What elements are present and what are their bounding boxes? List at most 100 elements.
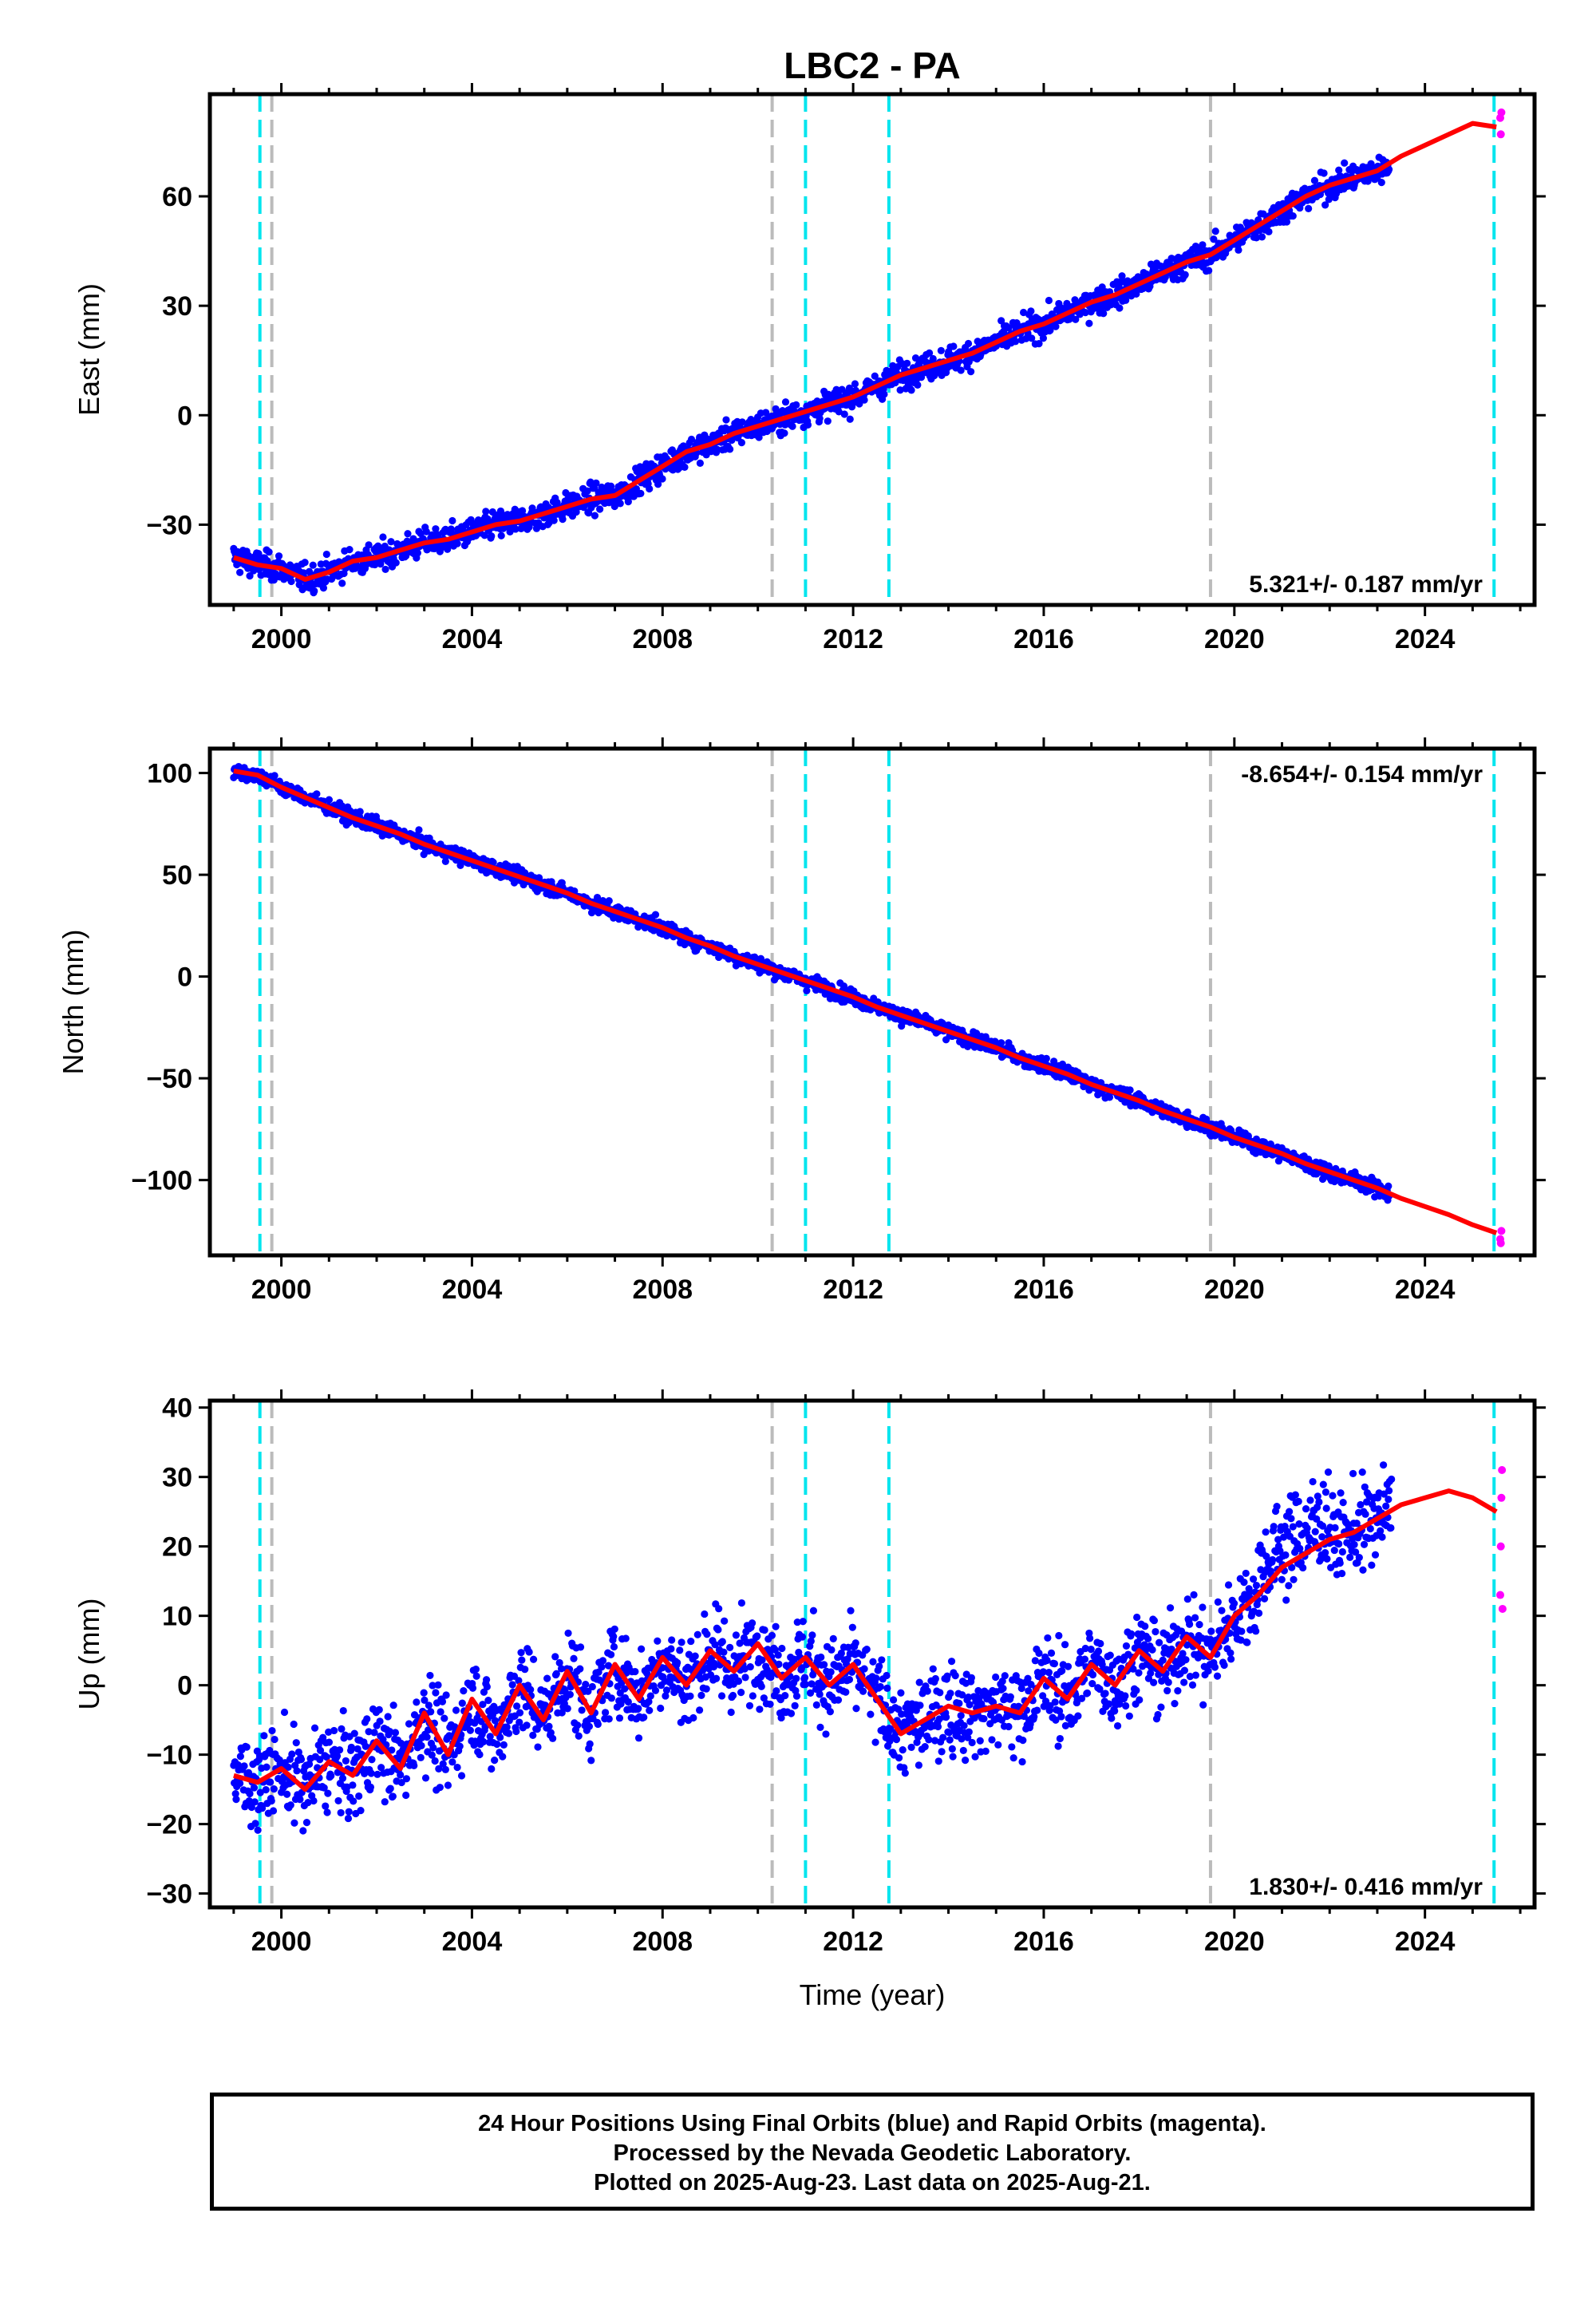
data-point bbox=[452, 1706, 460, 1714]
data-point bbox=[749, 1692, 757, 1700]
data-point bbox=[441, 1765, 449, 1773]
data-point bbox=[808, 1680, 816, 1688]
data-point bbox=[696, 1706, 704, 1714]
data-point bbox=[610, 1633, 618, 1641]
data-point bbox=[330, 1726, 338, 1735]
data-point bbox=[1320, 169, 1328, 177]
data-point bbox=[584, 1687, 592, 1695]
x-tick-label: 2024 bbox=[1395, 624, 1456, 654]
data-point bbox=[883, 1671, 891, 1680]
y-tick-label: −30 bbox=[146, 510, 192, 540]
data-point bbox=[701, 1610, 709, 1618]
data-point bbox=[1072, 315, 1080, 323]
data-point bbox=[349, 1781, 357, 1789]
rapid-orbit-points bbox=[1496, 108, 1506, 139]
data-point bbox=[624, 1697, 632, 1706]
data-point bbox=[397, 1778, 405, 1787]
data-point bbox=[309, 561, 317, 569]
data-point bbox=[267, 1778, 275, 1786]
data-point bbox=[344, 1814, 353, 1823]
data-point bbox=[489, 859, 497, 867]
data-point bbox=[516, 1718, 523, 1726]
rapid-data-point bbox=[1497, 1227, 1506, 1235]
data-point bbox=[236, 568, 244, 576]
data-point bbox=[296, 1796, 304, 1804]
data-point bbox=[335, 1746, 344, 1754]
data-point bbox=[563, 1705, 571, 1713]
data-point bbox=[846, 415, 854, 423]
data-point bbox=[558, 1709, 566, 1717]
data-point bbox=[570, 1654, 578, 1662]
data-point bbox=[480, 1688, 488, 1696]
data-point bbox=[327, 1772, 335, 1780]
data-point bbox=[434, 1681, 442, 1689]
x-tick-label: 2020 bbox=[1204, 624, 1265, 654]
data-point bbox=[423, 1733, 431, 1741]
data-point bbox=[284, 1763, 292, 1771]
velocity-label: 5.321+/- 0.187 mm/yr bbox=[1249, 571, 1483, 598]
x-tick-label: 2012 bbox=[823, 1275, 883, 1305]
data-point bbox=[405, 1720, 413, 1728]
data-point bbox=[847, 1668, 856, 1676]
data-point bbox=[1027, 307, 1035, 315]
data-point bbox=[368, 1756, 376, 1764]
data-point bbox=[803, 986, 811, 994]
data-point bbox=[605, 897, 613, 905]
data-point bbox=[376, 1717, 384, 1725]
data-point bbox=[345, 1808, 353, 1816]
data-point bbox=[338, 579, 346, 587]
data-point bbox=[834, 1696, 843, 1704]
data-point bbox=[842, 1688, 850, 1696]
data-point bbox=[232, 1796, 240, 1804]
data-point bbox=[758, 1656, 766, 1664]
data-point bbox=[431, 1757, 439, 1765]
data-point bbox=[596, 505, 604, 513]
data-point bbox=[703, 1630, 711, 1638]
data-point bbox=[290, 1819, 298, 1827]
data-point bbox=[820, 1661, 828, 1669]
data-point bbox=[964, 339, 973, 348]
data-point bbox=[453, 539, 461, 547]
data-point bbox=[889, 1696, 898, 1704]
data-point bbox=[422, 528, 430, 536]
data-point bbox=[585, 1722, 594, 1730]
data-point bbox=[350, 1797, 358, 1805]
data-point bbox=[662, 1692, 670, 1700]
data-point bbox=[1118, 272, 1126, 280]
data-point bbox=[557, 1665, 566, 1673]
data-point bbox=[425, 1726, 433, 1734]
data-point bbox=[271, 1735, 279, 1744]
data-point bbox=[702, 1685, 710, 1693]
data-point bbox=[1310, 176, 1319, 184]
data-point bbox=[658, 475, 666, 483]
data-point bbox=[402, 1775, 411, 1783]
data-point bbox=[1305, 204, 1313, 212]
data-point bbox=[337, 1808, 345, 1817]
model-line bbox=[233, 121, 1497, 582]
data-point bbox=[658, 1664, 666, 1672]
data-point bbox=[550, 516, 558, 524]
data-point bbox=[503, 1723, 511, 1731]
data-point bbox=[1289, 212, 1297, 220]
data-point bbox=[592, 479, 600, 487]
data-point bbox=[840, 410, 848, 418]
data-point bbox=[607, 1694, 615, 1702]
data-point bbox=[788, 422, 796, 430]
data-point bbox=[852, 1705, 860, 1713]
data-point bbox=[1100, 310, 1108, 318]
data-point bbox=[806, 1689, 815, 1697]
data-point bbox=[654, 1637, 662, 1645]
data-point bbox=[512, 525, 519, 533]
data-point bbox=[734, 1677, 743, 1686]
x-tick-label: 2008 bbox=[632, 624, 693, 654]
data-point bbox=[280, 1708, 289, 1717]
data-point bbox=[499, 1753, 507, 1761]
data-point bbox=[757, 954, 765, 962]
data-point bbox=[442, 1691, 450, 1699]
data-point bbox=[721, 1617, 729, 1625]
data-point bbox=[582, 1681, 590, 1689]
data-point bbox=[1042, 1054, 1050, 1062]
data-point bbox=[323, 1808, 331, 1816]
data-point bbox=[304, 1798, 312, 1807]
data-point bbox=[615, 1714, 624, 1722]
